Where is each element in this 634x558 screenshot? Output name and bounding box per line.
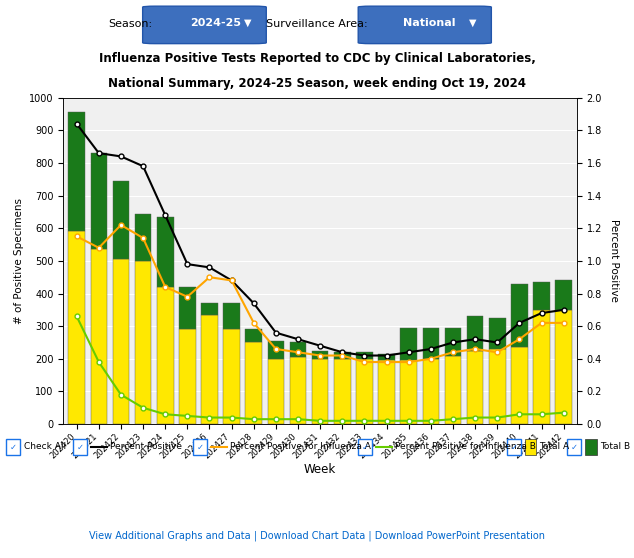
Bar: [444, 355, 462, 424]
FancyBboxPatch shape: [358, 439, 372, 455]
Text: ✓: ✓: [361, 442, 369, 451]
Bar: [356, 359, 373, 424]
FancyBboxPatch shape: [567, 439, 581, 455]
Text: Check All: Check All: [24, 442, 66, 451]
Bar: [511, 348, 527, 424]
Bar: [68, 112, 85, 232]
Bar: [68, 232, 85, 424]
Text: Surveillance Area:: Surveillance Area:: [266, 19, 368, 28]
Bar: [511, 283, 527, 348]
Bar: [113, 259, 129, 424]
Bar: [356, 352, 373, 359]
Bar: [91, 249, 107, 424]
Bar: [135, 214, 152, 261]
Bar: [223, 329, 240, 424]
FancyBboxPatch shape: [73, 439, 87, 455]
FancyBboxPatch shape: [507, 439, 521, 455]
Bar: [444, 328, 462, 355]
Bar: [157, 287, 174, 424]
Bar: [179, 329, 196, 424]
Text: ✓: ✓: [571, 442, 578, 451]
Bar: [245, 329, 262, 343]
Bar: [378, 360, 395, 424]
Bar: [179, 287, 196, 329]
Text: Season:: Season:: [108, 19, 152, 28]
FancyBboxPatch shape: [143, 6, 266, 44]
Bar: [401, 360, 417, 424]
Bar: [467, 316, 483, 350]
Bar: [135, 261, 152, 424]
Bar: [334, 352, 351, 359]
Bar: [201, 304, 218, 315]
Bar: [245, 343, 262, 424]
Text: Percent Positive for Influenza A: Percent Positive for Influenza A: [230, 442, 371, 451]
Text: ✓: ✓: [197, 442, 204, 451]
Text: ▼: ▼: [469, 18, 476, 28]
Y-axis label: # of Positive Specimens: # of Positive Specimens: [13, 198, 23, 324]
Bar: [290, 343, 306, 357]
Text: Total B: Total B: [600, 442, 630, 451]
Bar: [401, 328, 417, 360]
Bar: [312, 350, 328, 359]
Bar: [268, 341, 284, 359]
Bar: [113, 181, 129, 259]
FancyBboxPatch shape: [358, 6, 491, 44]
Bar: [422, 328, 439, 359]
Bar: [334, 359, 351, 424]
Text: ▼: ▼: [243, 18, 251, 28]
Text: Total A: Total A: [540, 442, 570, 451]
Bar: [489, 349, 505, 424]
Text: Influenza Positive Tests Reported to CDC by Clinical Laboratories,: Influenza Positive Tests Reported to CDC…: [98, 52, 536, 65]
Text: Percent Positive for Influenza B: Percent Positive for Influenza B: [395, 442, 536, 451]
Bar: [268, 359, 284, 424]
Bar: [555, 310, 572, 424]
Bar: [290, 357, 306, 424]
Bar: [533, 310, 550, 424]
Bar: [533, 282, 550, 310]
Bar: [201, 315, 218, 424]
Bar: [467, 350, 483, 424]
Bar: [312, 359, 328, 424]
Text: ✓: ✓: [76, 442, 84, 451]
Bar: [91, 153, 107, 249]
FancyBboxPatch shape: [585, 439, 597, 455]
Bar: [223, 304, 240, 329]
Text: ✓: ✓: [10, 442, 17, 451]
Text: 2024-25: 2024-25: [190, 18, 241, 28]
X-axis label: Week: Week: [304, 463, 336, 477]
Bar: [157, 217, 174, 287]
Bar: [378, 354, 395, 360]
Text: ✓: ✓: [510, 442, 518, 451]
Text: National Summary, 2024-25 Season, week ending Oct 19, 2024: National Summary, 2024-25 Season, week e…: [108, 76, 526, 90]
Text: Percent Positive: Percent Positive: [110, 442, 182, 451]
Y-axis label: Percent Positive: Percent Positive: [609, 219, 619, 302]
Bar: [489, 318, 505, 349]
FancyBboxPatch shape: [6, 439, 20, 455]
Bar: [422, 359, 439, 424]
Text: National: National: [403, 18, 455, 28]
FancyBboxPatch shape: [525, 439, 536, 455]
FancyBboxPatch shape: [193, 439, 207, 455]
Bar: [555, 281, 572, 310]
Text: View Additional Graphs and Data | Download Chart Data | Download PowerPoint Pres: View Additional Graphs and Data | Downlo…: [89, 531, 545, 541]
